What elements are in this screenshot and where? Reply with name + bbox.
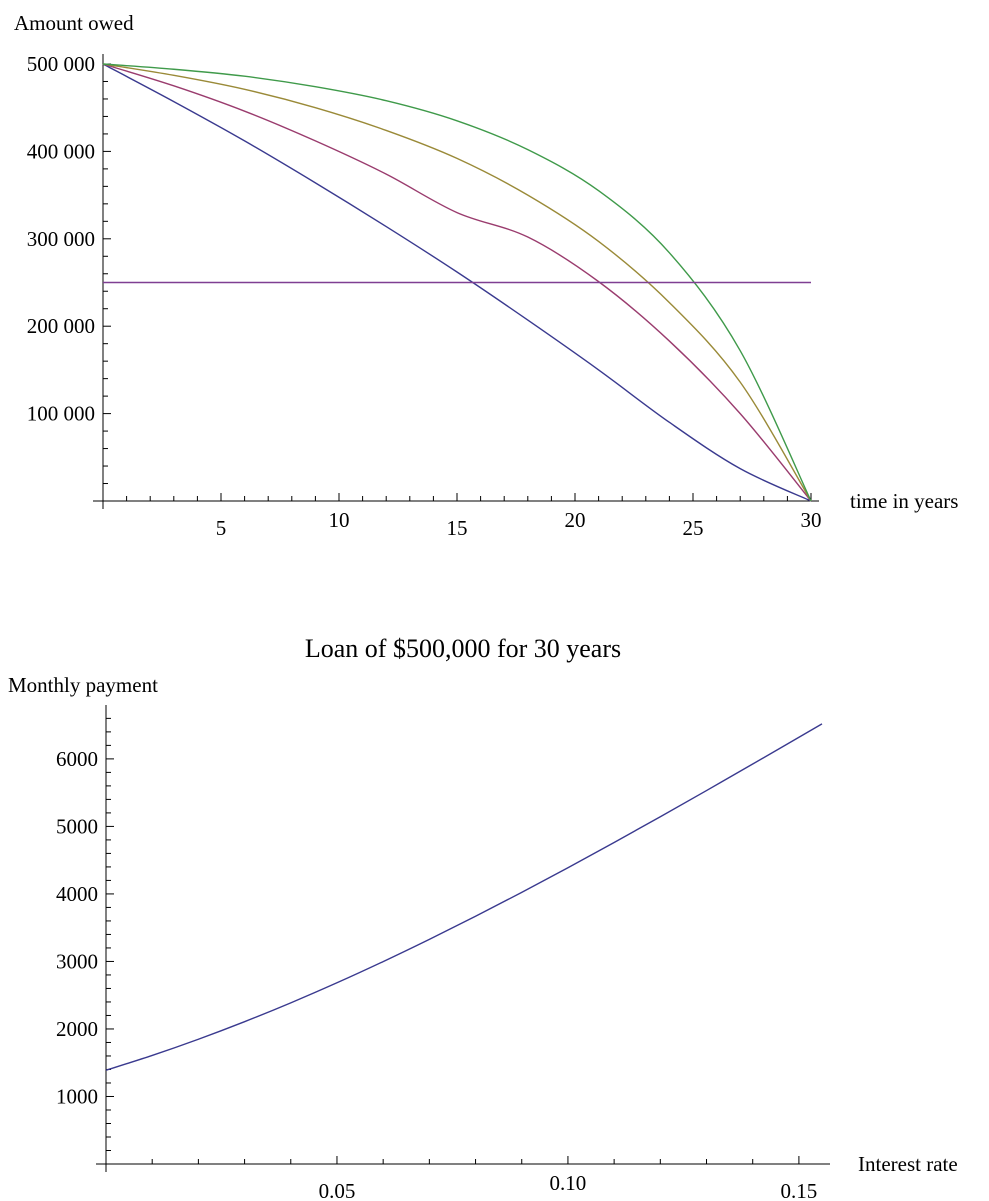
- x-tick-label: 15: [447, 516, 468, 540]
- y-axis-label: Amount owed: [14, 11, 134, 35]
- series-line-4: [102, 63, 812, 502]
- x-tick-label: 10: [329, 508, 350, 532]
- x-axis-label: time in years: [850, 489, 958, 513]
- x-axis-label: Interest rate: [858, 1152, 958, 1176]
- x-tick-label: 0.10: [550, 1171, 587, 1195]
- y-tick-label: 300 000: [27, 227, 95, 251]
- y-tick-label: 6000: [56, 747, 98, 771]
- y-tick-label: 2000: [56, 1017, 98, 1041]
- x-tick-label: 25: [683, 516, 704, 540]
- y-tick-label: 3000: [56, 949, 98, 973]
- series-line-1: [105, 723, 823, 1071]
- y-tick-label: 1000: [56, 1084, 98, 1108]
- x-tick-label: 20: [565, 508, 586, 532]
- y-tick-label: 500 000: [27, 52, 95, 76]
- y-tick-label: 5000: [56, 814, 98, 838]
- chart-2: 0.05 0.10 0.15 1000 2000 3000 4000 5000 6000 Inte…: [8, 634, 958, 1201]
- y-tick-label: 4000: [56, 882, 98, 906]
- series-line-1: [102, 63, 812, 502]
- y-tick-label: 400 000: [27, 139, 95, 163]
- y-tick-label: 100 000: [27, 402, 95, 426]
- chart-1: 5 10 15 20 25 30 100 000 200 000 300 000 400 000 5…: [14, 11, 958, 540]
- series-line-3: [102, 63, 812, 502]
- series-line-2: [102, 63, 812, 502]
- chart-title: Loan of $500,000 for 30 years: [305, 634, 621, 663]
- x-tick-label: 30: [801, 508, 822, 532]
- y-axis-label: Monthly payment: [8, 673, 158, 697]
- x-tick-label: 0.15: [781, 1179, 818, 1201]
- x-tick-label: 5: [216, 516, 227, 540]
- x-tick-label: 0.05: [319, 1179, 356, 1201]
- y-tick-label: 200 000: [27, 314, 95, 338]
